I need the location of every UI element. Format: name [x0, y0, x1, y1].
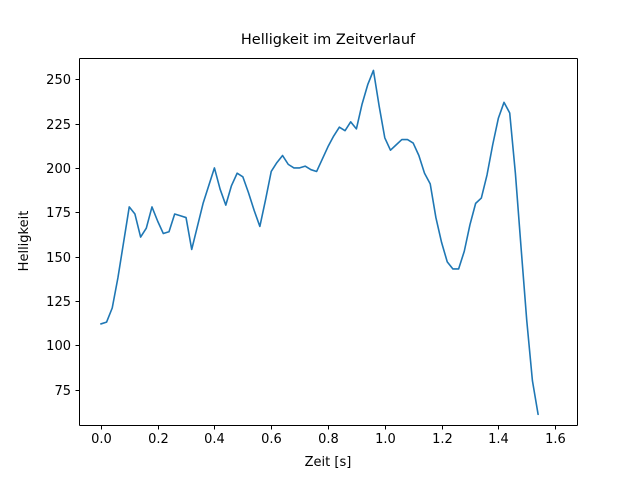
x-tick-label: 0.6 [261, 432, 282, 447]
y-tick-label: 100 [46, 339, 71, 354]
y-tick-label: 200 [46, 162, 71, 177]
y-axis-ticks: 75 100 125 150 175 200 225 250 [46, 73, 80, 399]
y-axis-label: Helligkeit [17, 211, 32, 272]
x-axis-label: Zeit [s] [305, 455, 352, 470]
y-tick-label: 75 [54, 384, 71, 399]
plot-area-background [79, 58, 577, 425]
y-tick-label: 250 [46, 73, 71, 88]
x-tick-label: 1.4 [488, 432, 509, 447]
x-tick-label: 0.8 [318, 432, 339, 447]
x-tick-label: 0.0 [91, 432, 112, 447]
x-tick-label: 0.2 [148, 432, 169, 447]
data-series-line [100, 69, 539, 416]
x-tick-label: 1.0 [375, 432, 396, 447]
chart-title: Helligkeit im Zeitverlauf [241, 32, 416, 48]
y-tick-label: 225 [46, 118, 71, 133]
y-tick-label: 150 [46, 251, 71, 266]
x-tick-label: 0.4 [204, 432, 225, 447]
x-tick-label: 1.2 [432, 432, 453, 447]
y-tick-label: 125 [46, 295, 71, 310]
x-axis-ticks: 0.0 0.2 0.4 0.6 0.8 1.0 1.2 1.4 1.6 [91, 425, 566, 447]
y-tick-label: 175 [46, 206, 71, 221]
x-tick-label: 1.6 [545, 432, 566, 447]
